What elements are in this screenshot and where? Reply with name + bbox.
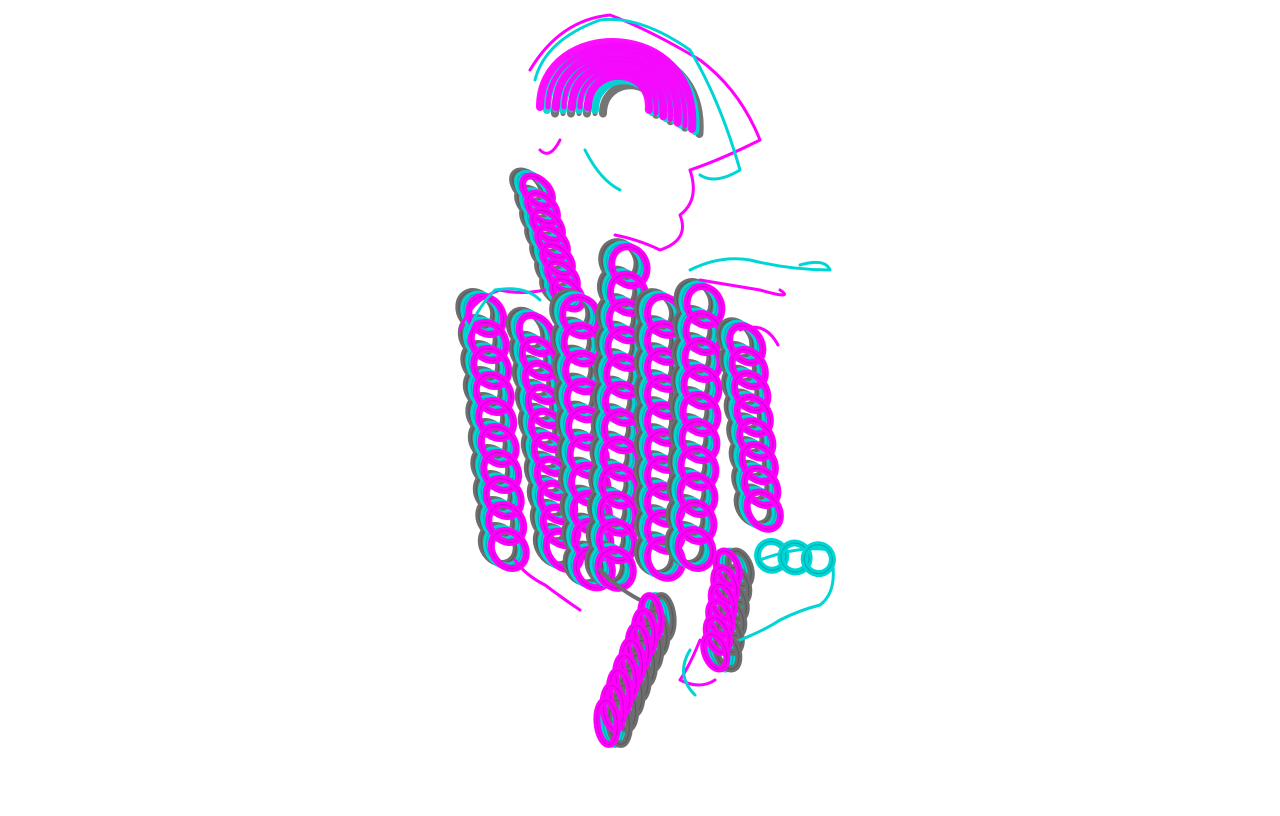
helix-ribbon [594, 243, 651, 592]
helix-ribbon [465, 293, 530, 572]
coil-loop [463, 287, 542, 342]
beta-strand [545, 45, 688, 129]
coil-loop [613, 168, 695, 252]
beta-strand [568, 60, 668, 121]
helix-ribbon [726, 322, 784, 533]
helix-ribbon [754, 537, 836, 578]
helix-ribbon [700, 547, 743, 673]
beta-strand [577, 67, 659, 116]
beta-barrel-domain [528, 13, 762, 252]
coil-loop [682, 648, 697, 697]
coil-loop [698, 278, 786, 297]
transmembrane-helix-bundle [455, 167, 832, 612]
coil-loop [598, 568, 642, 602]
helix-ribbon [674, 283, 726, 572]
coil-loop [528, 13, 762, 172]
cytoplasmic-helices [593, 537, 836, 748]
coil-loop [678, 638, 717, 687]
helix-ribbon [593, 592, 665, 748]
coil-loop [513, 558, 582, 612]
coil-loop [688, 257, 832, 272]
coil-loop [738, 325, 780, 347]
beta-strand [561, 56, 673, 122]
beta-strand [552, 49, 682, 127]
coil-loop [583, 148, 622, 192]
beta-strand [536, 38, 697, 133]
beta-strand [584, 71, 653, 114]
coil-loop [533, 17, 742, 181]
coil-loop [538, 138, 562, 155]
